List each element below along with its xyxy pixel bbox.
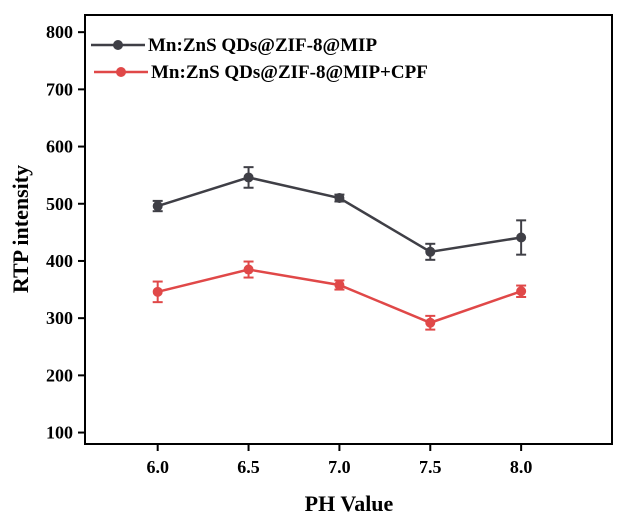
y-tick-label: 800 bbox=[46, 22, 73, 42]
x-axis-title: PH Value bbox=[305, 491, 394, 516]
legend-label: Mn:ZnS QDs@ZIF-8@MIP bbox=[148, 35, 377, 56]
series-line bbox=[157, 176, 522, 254]
series-1 bbox=[152, 166, 527, 261]
plot-frame bbox=[84, 14, 613, 445]
data-point bbox=[334, 193, 345, 204]
data-point bbox=[243, 172, 254, 183]
legend-marker bbox=[116, 67, 126, 77]
data-point bbox=[516, 286, 527, 297]
legend: Mn:ZnS QDs@ZIF-8@MIP Mn:ZnS QDs@ZIF-8@MIP… bbox=[91, 35, 428, 83]
x-tick-label: 8.0 bbox=[510, 457, 533, 477]
y-tick-label: 300 bbox=[46, 308, 73, 328]
legend-label: Mn:ZnS QDs@ZIF-8@MIP+CPF bbox=[151, 62, 428, 83]
data-point bbox=[516, 232, 527, 243]
data-point bbox=[425, 246, 436, 257]
x-tick-label: 6.0 bbox=[146, 457, 169, 477]
legend-marker bbox=[113, 40, 123, 50]
data-point bbox=[334, 279, 345, 290]
series-layer bbox=[152, 166, 527, 331]
x-tick-label: 6.5 bbox=[237, 457, 260, 477]
y-tick-label: 500 bbox=[46, 194, 73, 214]
data-point bbox=[243, 264, 254, 275]
y-tick-label: 400 bbox=[46, 251, 73, 271]
y-tick-label: 200 bbox=[46, 365, 73, 385]
data-point bbox=[425, 317, 436, 328]
y-tick-label: 600 bbox=[46, 137, 73, 157]
ticks-layer: 100 200 300 400 500 600 700 800 6.0 6.5 7.0 7.5 8.0 bbox=[46, 22, 532, 477]
y-tick-label: 100 bbox=[46, 423, 73, 443]
x-tick-label: 7.0 bbox=[328, 457, 351, 477]
y-axis-title: RTP intensity bbox=[8, 165, 33, 293]
x-tick-label: 7.5 bbox=[419, 457, 442, 477]
series-2 bbox=[152, 260, 527, 331]
series-line bbox=[157, 268, 522, 325]
data-point bbox=[152, 286, 163, 297]
data-point bbox=[152, 201, 163, 212]
y-tick-label: 700 bbox=[46, 79, 73, 99]
